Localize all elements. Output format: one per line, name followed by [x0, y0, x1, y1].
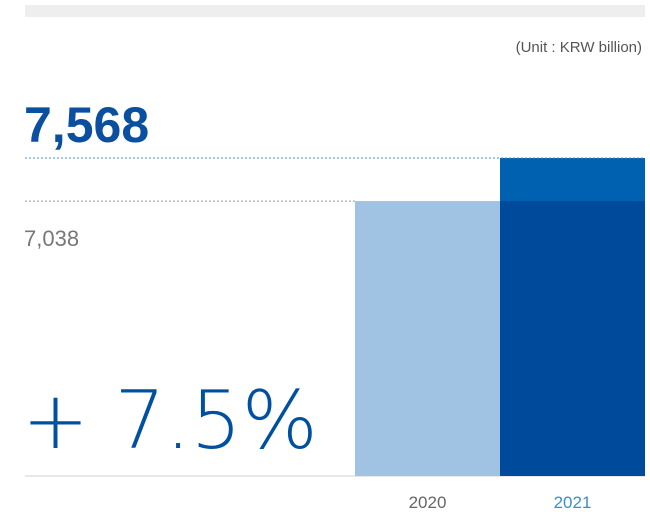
x-tick-label: 2021 [554, 493, 592, 512]
unit-label: (Unit : KRW billion) [516, 39, 642, 56]
increase-segment [500, 158, 645, 202]
bar [355, 201, 500, 477]
header-bar [25, 5, 645, 17]
bar [500, 158, 645, 476]
change-annotation: + 7.5% [22, 374, 318, 467]
value-label: 7,038 [24, 226, 79, 251]
x-tick-label: 2020 [409, 493, 447, 512]
value-label: 7,568 [24, 97, 149, 153]
